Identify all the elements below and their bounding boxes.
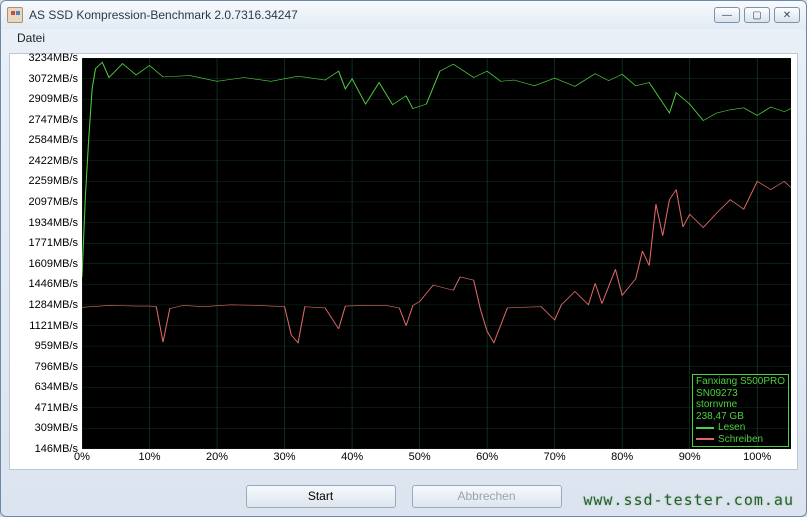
minimize-button[interactable]: — <box>714 7 740 23</box>
x-tick-label: 60% <box>476 451 498 463</box>
chart-svg <box>82 58 791 449</box>
watermark: www.ssd-tester.com.au <box>583 491 794 509</box>
legend-write-swatch <box>696 438 714 440</box>
device-infobox: Fanxiang S500PRO SN09273 stornvme 238,47… <box>692 374 789 447</box>
start-button[interactable]: Start <box>246 485 396 508</box>
window-title: AS SSD Kompression-Benchmark 2.0.7316.34… <box>29 8 298 22</box>
y-tick-label: 2747MB/s <box>28 114 78 126</box>
x-tick-label: 10% <box>139 451 161 463</box>
y-tick-label: 1446MB/s <box>28 278 78 290</box>
menubar: Datei <box>1 29 806 49</box>
device-driver: stornvme <box>696 399 785 411</box>
y-tick-label: 634MB/s <box>35 381 78 393</box>
close-button[interactable]: ✕ <box>774 7 800 23</box>
y-tick-label: 2422MB/s <box>28 155 78 167</box>
app-window: AS SSD Kompression-Benchmark 2.0.7316.34… <box>0 0 807 517</box>
x-tick-label: 80% <box>611 451 633 463</box>
x-tick-label: 30% <box>274 451 296 463</box>
x-tick-label: 0% <box>74 451 90 463</box>
x-tick-label: 70% <box>544 451 566 463</box>
x-tick-label: 100% <box>743 451 771 463</box>
y-tick-label: 146MB/s <box>35 443 78 455</box>
device-capacity: 238,47 GB <box>696 411 785 423</box>
y-tick-label: 1609MB/s <box>28 258 78 270</box>
legend-write-label: Schreiben <box>718 434 763 446</box>
device-name: Fanxiang S500PRO <box>696 376 785 388</box>
y-tick-label: 2584MB/s <box>28 134 78 146</box>
y-tick-label: 3234MB/s <box>28 52 78 64</box>
y-tick-label: 471MB/s <box>35 402 78 414</box>
y-axis-labels: 3234MB/s3072MB/s2909MB/s2747MB/s2584MB/s… <box>12 58 80 449</box>
x-axis-labels: 0%10%20%30%40%50%60%70%80%90%100% <box>82 451 791 467</box>
menu-file[interactable]: Datei <box>11 29 51 47</box>
y-tick-label: 959MB/s <box>35 340 78 352</box>
y-tick-label: 309MB/s <box>35 422 78 434</box>
chart-plot-area: Fanxiang S500PRO SN09273 stornvme 238,47… <box>82 58 791 449</box>
app-icon <box>7 7 23 23</box>
x-tick-label: 90% <box>679 451 701 463</box>
y-tick-label: 1771MB/s <box>28 237 78 249</box>
y-tick-label: 3072MB/s <box>28 73 78 85</box>
device-serial: SN09273 <box>696 388 785 400</box>
legend-read: Lesen <box>696 422 785 434</box>
legend-write: Schreiben <box>696 434 785 446</box>
titlebar: AS SSD Kompression-Benchmark 2.0.7316.34… <box>1 1 806 29</box>
x-tick-label: 50% <box>409 451 431 463</box>
x-tick-label: 40% <box>341 451 363 463</box>
abort-button: Abbrechen <box>412 485 562 508</box>
maximize-button[interactable]: ▢ <box>744 7 770 23</box>
y-tick-label: 796MB/s <box>35 361 78 373</box>
chart-panel: 3234MB/s 3072MB/s 2909MB/s 2747MB/s 2584MB/s… <box>9 53 798 470</box>
y-tick-label: 1284MB/s <box>28 299 78 311</box>
y-tick-label: 1121MB/s <box>29 320 78 332</box>
y-tick-label: 2259MB/s <box>28 175 78 187</box>
legend-read-swatch <box>696 427 714 429</box>
y-tick-label: 2909MB/s <box>28 93 78 105</box>
window-controls: — ▢ ✕ <box>714 7 800 23</box>
y-tick-label: 1934MB/s <box>28 217 78 229</box>
y-tick-label: 2097MB/s <box>28 196 78 208</box>
x-tick-label: 20% <box>206 451 228 463</box>
legend-read-label: Lesen <box>718 422 745 434</box>
